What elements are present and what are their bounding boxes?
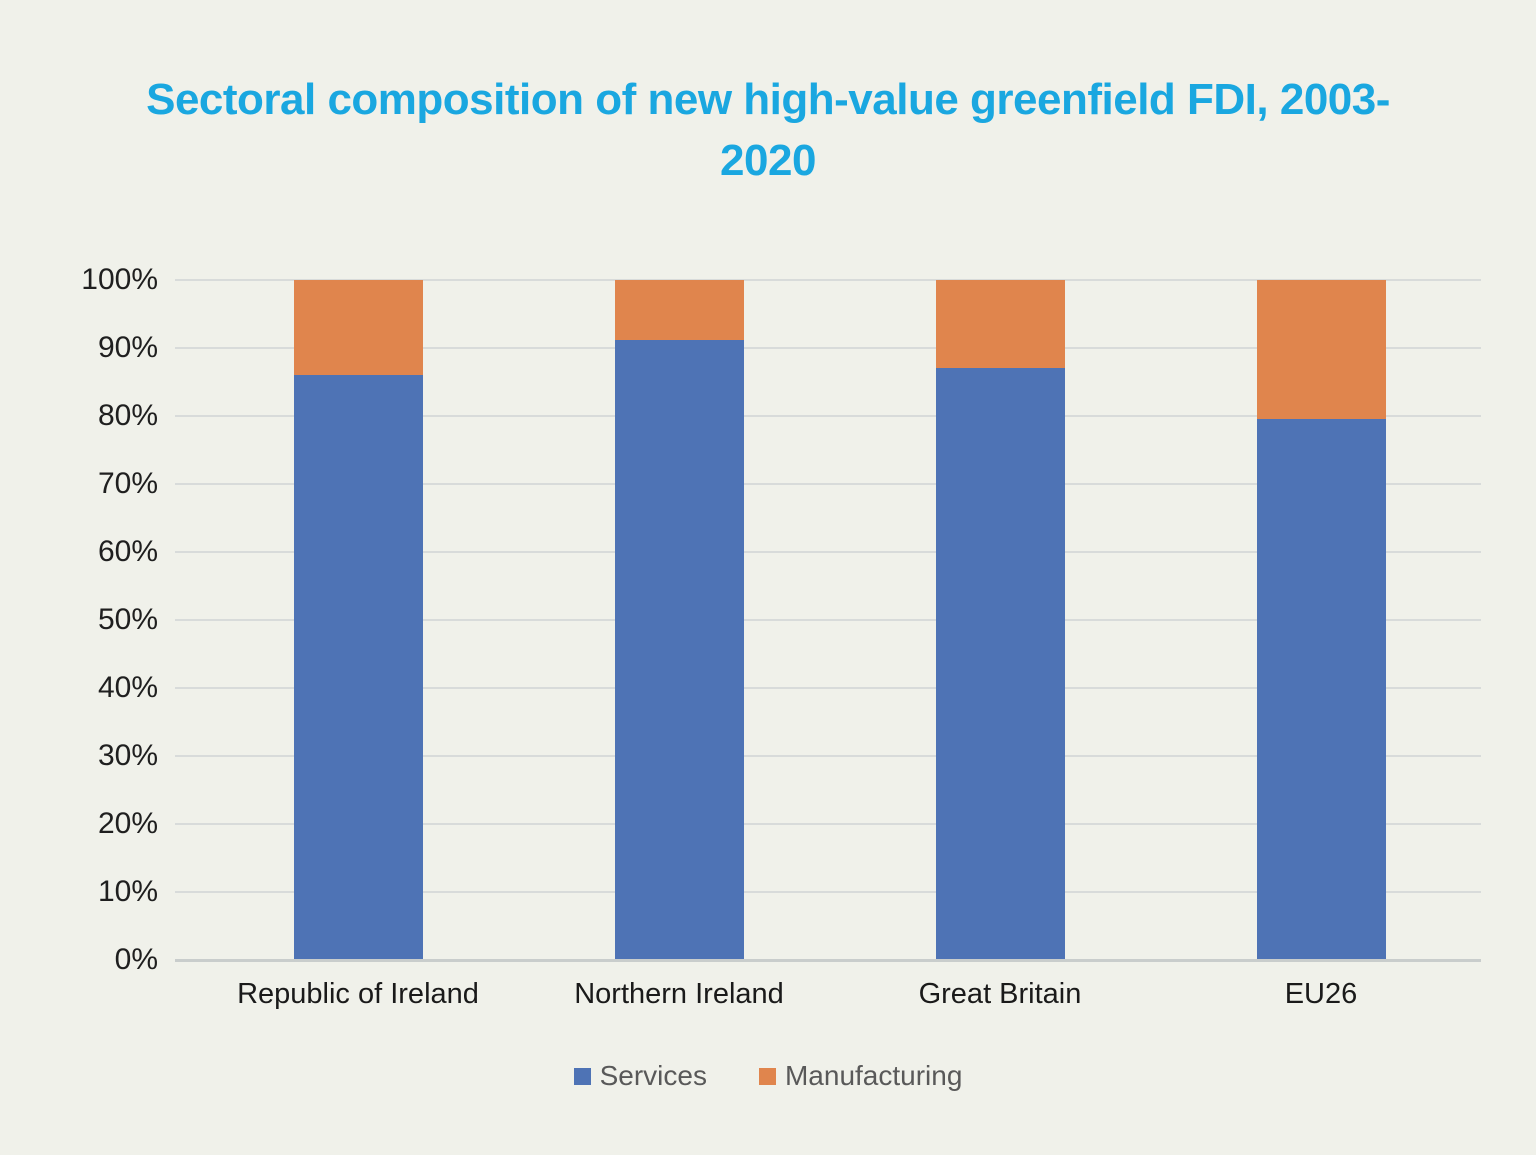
bar-segment-manufacturing <box>614 280 744 340</box>
gridline <box>175 483 1481 485</box>
y-tick-label: 30% <box>97 739 158 772</box>
y-tick-label: 60% <box>97 535 158 568</box>
bar-segment-manufacturing <box>935 280 1065 369</box>
legend-item-services: Services <box>573 1060 707 1092</box>
bar-segment-services <box>935 368 1065 960</box>
gridline <box>175 619 1481 621</box>
x-category-label: Northern Ireland <box>574 978 784 1010</box>
bar-segment-services <box>614 339 744 960</box>
y-tick-label: 70% <box>97 467 158 500</box>
legend-label: Manufacturing <box>784 1060 963 1091</box>
bar-northern-ireland <box>614 280 744 960</box>
y-tick-label: 0% <box>114 943 158 976</box>
x-axis-line <box>175 959 1481 962</box>
bar-segment-manufacturing <box>293 280 423 376</box>
bar-great-britain <box>935 280 1065 960</box>
bar-segment-manufacturing <box>1256 280 1386 419</box>
gridline <box>175 347 1481 349</box>
y-tick-label: 10% <box>97 875 158 908</box>
gridline <box>175 891 1481 893</box>
legend-swatch-services <box>573 1067 591 1085</box>
bar-republic-of-ireland <box>293 280 423 960</box>
y-tick-label: 90% <box>97 331 158 364</box>
gridline <box>175 415 1481 417</box>
gridline <box>175 551 1481 553</box>
y-tick-label: 40% <box>97 671 158 704</box>
x-category-label: Great Britain <box>918 978 1082 1010</box>
gridline <box>175 687 1481 689</box>
legend-swatch-manufacturing <box>758 1067 776 1085</box>
plot-area <box>175 279 1481 962</box>
chart-title: Sectoral composition of new high-value g… <box>146 75 1390 185</box>
legend-item-manufacturing: Manufacturing <box>758 1060 963 1092</box>
x-category-label: EU26 <box>1284 978 1358 1010</box>
y-axis-labels: 0% 10% 20% 30% 40% 50% 60% 70% 80% 90% 100% <box>0 263 158 976</box>
y-tick-label: 20% <box>97 807 158 840</box>
bar-segment-services <box>293 375 423 960</box>
bar-segment-services <box>1256 418 1386 960</box>
gridline <box>175 279 1481 281</box>
gridline <box>175 823 1481 825</box>
legend-label: Services <box>599 1060 707 1091</box>
legend: Services Manufacturing <box>0 1060 1536 1092</box>
y-tick-label: 50% <box>97 603 158 636</box>
x-category-label: Republic of Ireland <box>237 978 479 1010</box>
bar-eu26 <box>1256 280 1386 960</box>
gridline <box>175 755 1481 757</box>
x-axis-labels: Republic of Ireland Northern Ireland Great… <box>175 978 1481 1018</box>
y-tick-label: 100% <box>81 263 158 296</box>
y-tick-label: 80% <box>97 399 158 432</box>
